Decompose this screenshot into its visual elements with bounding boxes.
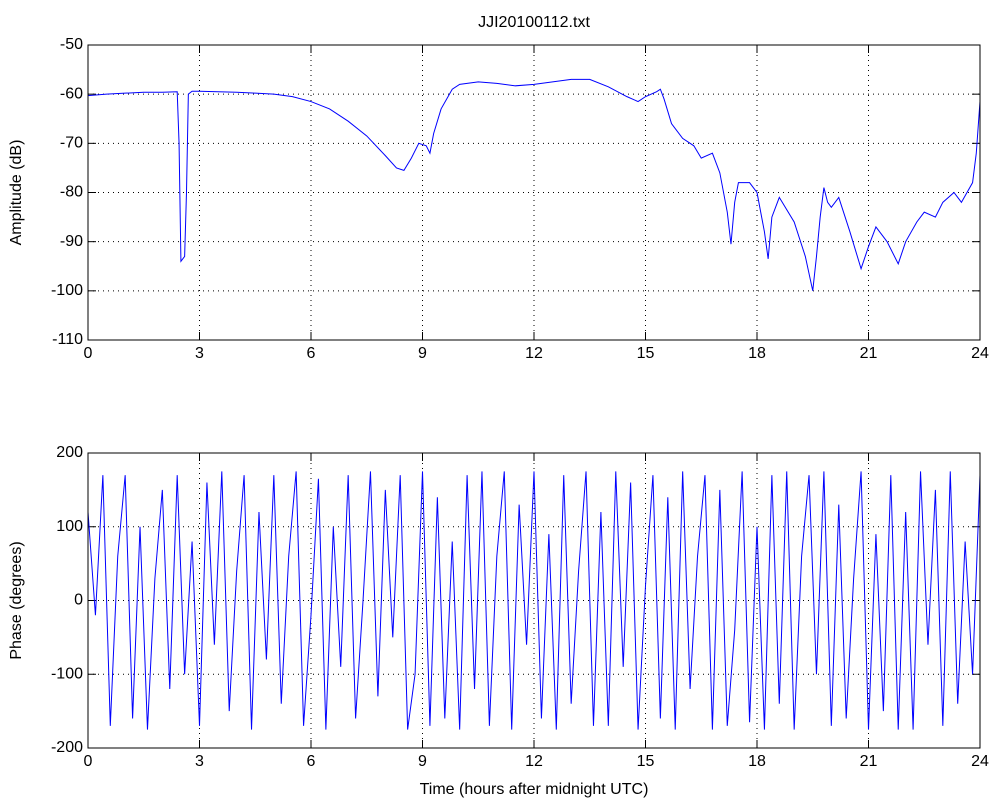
x-tick-label: 15: [637, 345, 655, 362]
x-tick-label: 24: [971, 345, 989, 362]
x-tick-label: 21: [860, 345, 878, 362]
y-tick-label: -110: [52, 331, 83, 348]
x-tick-label: 9: [418, 753, 427, 770]
x-tick-label: 3: [195, 345, 204, 362]
x-tick-label: 0: [84, 345, 93, 362]
y-tick-label: 0: [74, 592, 83, 609]
y-axis-label: Amplitude (dB): [8, 140, 25, 246]
y-tick-label: -100: [51, 282, 83, 299]
axes-box: [87, 452, 981, 749]
data-line: [87, 471, 981, 730]
y-tick-label: -60: [60, 85, 83, 102]
chart-title: JJI20100112.txt: [478, 14, 590, 31]
y-tick-label: -80: [60, 184, 83, 201]
y-tick-label: -90: [60, 233, 83, 250]
x-tick-label: 21: [860, 753, 878, 770]
x-tick-label: 0: [84, 753, 93, 770]
x-tick-label: 12: [525, 345, 543, 362]
data-line: [87, 78, 981, 291]
x-tick-label: 3: [195, 753, 204, 770]
y-tick-label: -100: [51, 665, 83, 682]
y-tick-label: -200: [51, 739, 83, 756]
axes-box: [87, 44, 981, 341]
x-tick-label: 12: [525, 753, 543, 770]
x-tick-label: 6: [307, 345, 316, 362]
y-tick-label: 200: [56, 444, 83, 461]
y-axis-label: Phase (degrees): [8, 541, 25, 659]
x-tick-label: 24: [971, 753, 989, 770]
y-tick-label: 100: [56, 518, 83, 535]
x-tick-label: 15: [637, 753, 655, 770]
x-tick-label: 9: [418, 345, 427, 362]
x-tick-label: 18: [748, 753, 766, 770]
x-axis-label: Time (hours after midnight UTC): [420, 781, 649, 798]
x-tick-label: 6: [307, 753, 316, 770]
y-tick-label: -70: [60, 135, 83, 152]
x-tick-label: 18: [748, 345, 766, 362]
y-tick-label: -50: [60, 36, 83, 53]
